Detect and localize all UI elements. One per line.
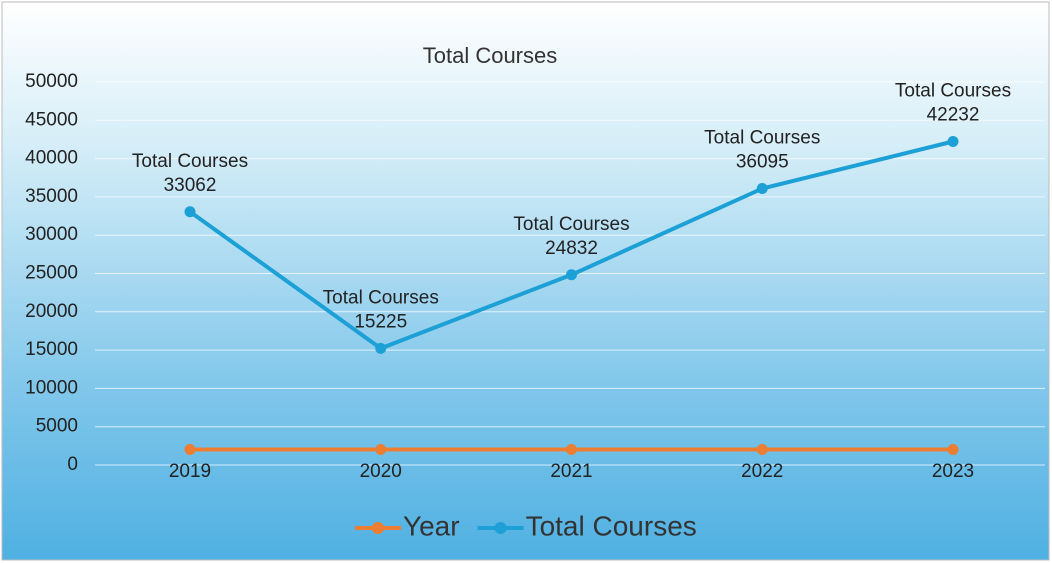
data-label: 15225 bbox=[354, 311, 407, 332]
y-tick-label: 20000 bbox=[25, 301, 78, 322]
point bbox=[947, 444, 959, 456]
point bbox=[756, 444, 768, 456]
x-tick-label: 2022 bbox=[741, 461, 783, 482]
y-tick-label: 45000 bbox=[25, 109, 78, 130]
y-tick-label: 30000 bbox=[25, 224, 78, 245]
point bbox=[947, 136, 959, 148]
data-label: 36095 bbox=[736, 152, 789, 173]
y-tick-label: 25000 bbox=[25, 263, 78, 284]
y-tick-label: 15000 bbox=[25, 339, 78, 360]
point bbox=[566, 444, 577, 456]
point bbox=[756, 183, 768, 195]
x-tick-label: 2021 bbox=[550, 461, 592, 482]
data-label-name: Total Courses bbox=[513, 214, 629, 235]
y-tick-label: 5000 bbox=[36, 416, 78, 437]
point bbox=[375, 444, 387, 456]
y-tick-label: 0 bbox=[67, 454, 78, 475]
legend-marker bbox=[494, 522, 507, 534]
legend-label: Total Courses bbox=[526, 510, 697, 541]
legend-marker bbox=[372, 522, 384, 534]
point bbox=[566, 269, 577, 281]
legend-label: Year bbox=[403, 510, 460, 541]
data-label-name: Total Courses bbox=[132, 151, 248, 172]
data-label-name: Total Courses bbox=[895, 81, 1011, 102]
x-tick-label: 2020 bbox=[360, 461, 402, 482]
point bbox=[375, 342, 387, 354]
data-label: 42232 bbox=[927, 105, 980, 126]
data-label-name: Total Courses bbox=[704, 128, 820, 149]
data-label: 33062 bbox=[164, 175, 217, 196]
y-tick-label: 50000 bbox=[25, 71, 78, 92]
point bbox=[184, 206, 196, 218]
y-tick-label: 10000 bbox=[25, 377, 78, 398]
y-tick-label: 35000 bbox=[25, 186, 78, 207]
x-tick-label: 2019 bbox=[169, 461, 211, 482]
point bbox=[184, 444, 196, 456]
chart-title: Total Courses bbox=[423, 43, 558, 68]
data-label-name: Total Courses bbox=[323, 287, 439, 308]
y-tick-label: 40000 bbox=[25, 148, 78, 169]
data-label: 24832 bbox=[545, 238, 598, 259]
x-tick-label: 2023 bbox=[932, 461, 974, 482]
